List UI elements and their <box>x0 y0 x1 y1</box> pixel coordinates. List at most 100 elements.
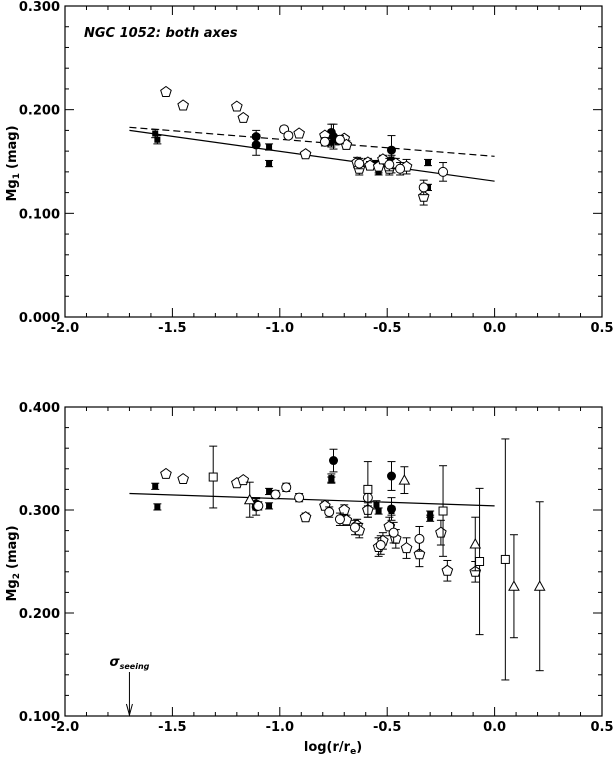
mg1-y-tick-label: 0.300 <box>19 0 60 15</box>
mg1-axis-ticks: -2.0 -1.5 -1.0 -0.5 0.0 0.5 0.000 0.100 0.200 0.3… <box>19 0 614 336</box>
mg1-point-open-pentagon <box>177 99 189 111</box>
mg2-point-open-pentagon <box>177 472 189 484</box>
mg2-point-open-pentagon <box>435 526 447 538</box>
mg2-point-open-circle <box>388 527 399 538</box>
mg1-point-open-circle <box>395 163 406 174</box>
mg2-y-tick-label: 0.400 <box>19 401 60 416</box>
mg2-point-open-square <box>438 506 448 516</box>
mg2-point-open-pentagon <box>237 473 250 486</box>
seeing-sigma: σ <box>109 655 120 670</box>
mg2-fit-solid <box>129 492 495 507</box>
mg2-point-open-circle <box>414 533 425 544</box>
mg1-x-tick-label: -2.0 <box>51 321 79 336</box>
mg2-point-open-circle <box>253 500 264 511</box>
mg2-point-filled-square <box>373 501 380 508</box>
xlabel-end: ) <box>356 740 362 755</box>
mg1-ylabel-main: Mg <box>5 179 20 201</box>
mg1-point-open-circle <box>334 134 345 145</box>
mg2-x-tick-label: -1.0 <box>266 720 294 735</box>
mg1-point-open-pentagon <box>377 153 389 165</box>
mg2-point-filled-square <box>266 488 273 495</box>
mg1-x-tick-label: -1.5 <box>158 321 186 336</box>
mg2-point-filled-square <box>375 508 382 515</box>
mg2-point-open-triangle <box>533 580 546 591</box>
mg1-x-tick-label: 0.5 <box>590 321 613 336</box>
mg2-data-points <box>151 438 546 681</box>
xlabel-sub: e <box>350 747 356 757</box>
mg1-data-points <box>151 85 449 206</box>
mg2-panel: -2.0 -1.5 -1.0 -0.5 0.0 0.5 0.100 0.200 0.300 0.4… <box>5 401 614 757</box>
mg1-point-open-pentagon <box>160 85 172 97</box>
mg1-fit-lines <box>129 126 495 182</box>
mg1-annotation: NGC 1052: both axes <box>84 26 238 41</box>
mg1-ylabel-unit: (mag) <box>5 125 20 169</box>
seeing-arrow-head <box>125 703 133 717</box>
mg2-point-open-square <box>500 554 510 564</box>
xlabel-main: log(r/r <box>304 740 351 755</box>
mg2-x-tick-label: 0.5 <box>590 720 613 735</box>
mg2-point-open-triangle <box>398 474 411 485</box>
mg2-point-open-circle <box>324 507 335 518</box>
mg1-point-filled-square <box>328 139 335 146</box>
mg1-point-open-circle <box>418 182 429 193</box>
mg1-x-tick-label: -0.5 <box>373 321 401 336</box>
mg2-point-filled-square <box>154 503 161 510</box>
mg2-x-tick-label: -1.5 <box>158 720 186 735</box>
mg1-point-filled-square <box>266 160 273 167</box>
mg1-panel: -2.0 -1.5 -1.0 -0.5 0.0 0.5 0.000 0.100 0.200 0.3… <box>5 0 614 336</box>
mg2-y-tick-label: 0.100 <box>19 710 60 725</box>
mg2-point-open-pentagon <box>338 503 351 515</box>
mg1-point-open-pentagon <box>299 148 312 160</box>
mg1-x-tick-label: -1.0 <box>266 321 294 336</box>
mg2-point-filled-square <box>427 515 434 522</box>
mg2-y-axis-label: Mg2 (mag) <box>5 525 22 601</box>
mg2-x-axis-label: log(r/re) <box>304 740 362 757</box>
mg2-x-tick-label: 0.0 <box>483 720 506 735</box>
mg1-point-open-circle <box>384 159 395 170</box>
mg1-y-tick-label: 0.100 <box>19 207 60 222</box>
mg2-x-tick-label: -2.0 <box>51 720 79 735</box>
mg1-point-filled-square <box>266 143 273 150</box>
mg1-y-tick-label: 0.000 <box>19 311 60 326</box>
mg1-point-open-pentagon <box>293 127 305 139</box>
mg1-plot-frame <box>64 5 603 318</box>
mg1-point-filled-square <box>152 130 159 137</box>
mg1-point-open-circle <box>438 166 449 177</box>
mg2-fit-lines <box>129 492 495 507</box>
mg2-axis-ticks: -2.0 -1.5 -1.0 -0.5 0.0 0.5 0.100 0.200 0.300 0.4… <box>19 401 614 735</box>
mg2-point-open-pentagon <box>299 511 312 523</box>
mg2-ylabel-main: Mg <box>5 579 20 601</box>
mg2-point-filled-circle <box>386 471 396 481</box>
mg2-point-filled-circle <box>329 456 338 466</box>
mg2-plot-frame <box>64 406 603 717</box>
mg2-point-filled-square <box>328 477 335 484</box>
mg2-point-open-triangle <box>508 580 520 591</box>
mg2-point-open-triangle <box>469 537 482 549</box>
mg1-point-open-pentagon <box>237 111 250 123</box>
mg2-y-tick-label: 0.200 <box>19 607 60 622</box>
mg2-point-open-square <box>208 472 218 482</box>
mg2-point-open-circle <box>349 522 360 533</box>
mg2-point-filled-circle <box>386 504 396 514</box>
mg2-point-open-circle <box>270 489 281 500</box>
mg2-point-open-square <box>363 484 373 494</box>
mg1-y-tick-label: 0.200 <box>19 104 60 119</box>
seeing-marker: σseeing <box>109 655 150 717</box>
mg1-x-tick-label: 0.0 <box>483 321 506 336</box>
mg2-point-open-circle <box>375 540 386 551</box>
mg2-point-open-pentagon <box>441 564 454 576</box>
seeing-label: σseeing <box>109 655 149 671</box>
mg2-point-filled-square <box>427 511 434 518</box>
mg2-point-filled-square <box>152 483 159 490</box>
mg1-point-filled-circle <box>251 140 261 150</box>
mg1-point-filled-square <box>154 136 161 143</box>
mg2-point-open-pentagon <box>160 467 172 479</box>
mg2-x-tick-label: -0.5 <box>373 720 401 735</box>
mg1-fit-dashed <box>129 126 495 157</box>
mg2-ylabel-sub: 2 <box>12 573 22 579</box>
mg1-point-open-pentagon <box>417 190 430 202</box>
mg2-point-open-circle <box>281 482 292 493</box>
mg2-point-open-pentagon <box>400 541 413 554</box>
mg1-y-axis-label: Mg1 (mag) <box>5 125 22 201</box>
